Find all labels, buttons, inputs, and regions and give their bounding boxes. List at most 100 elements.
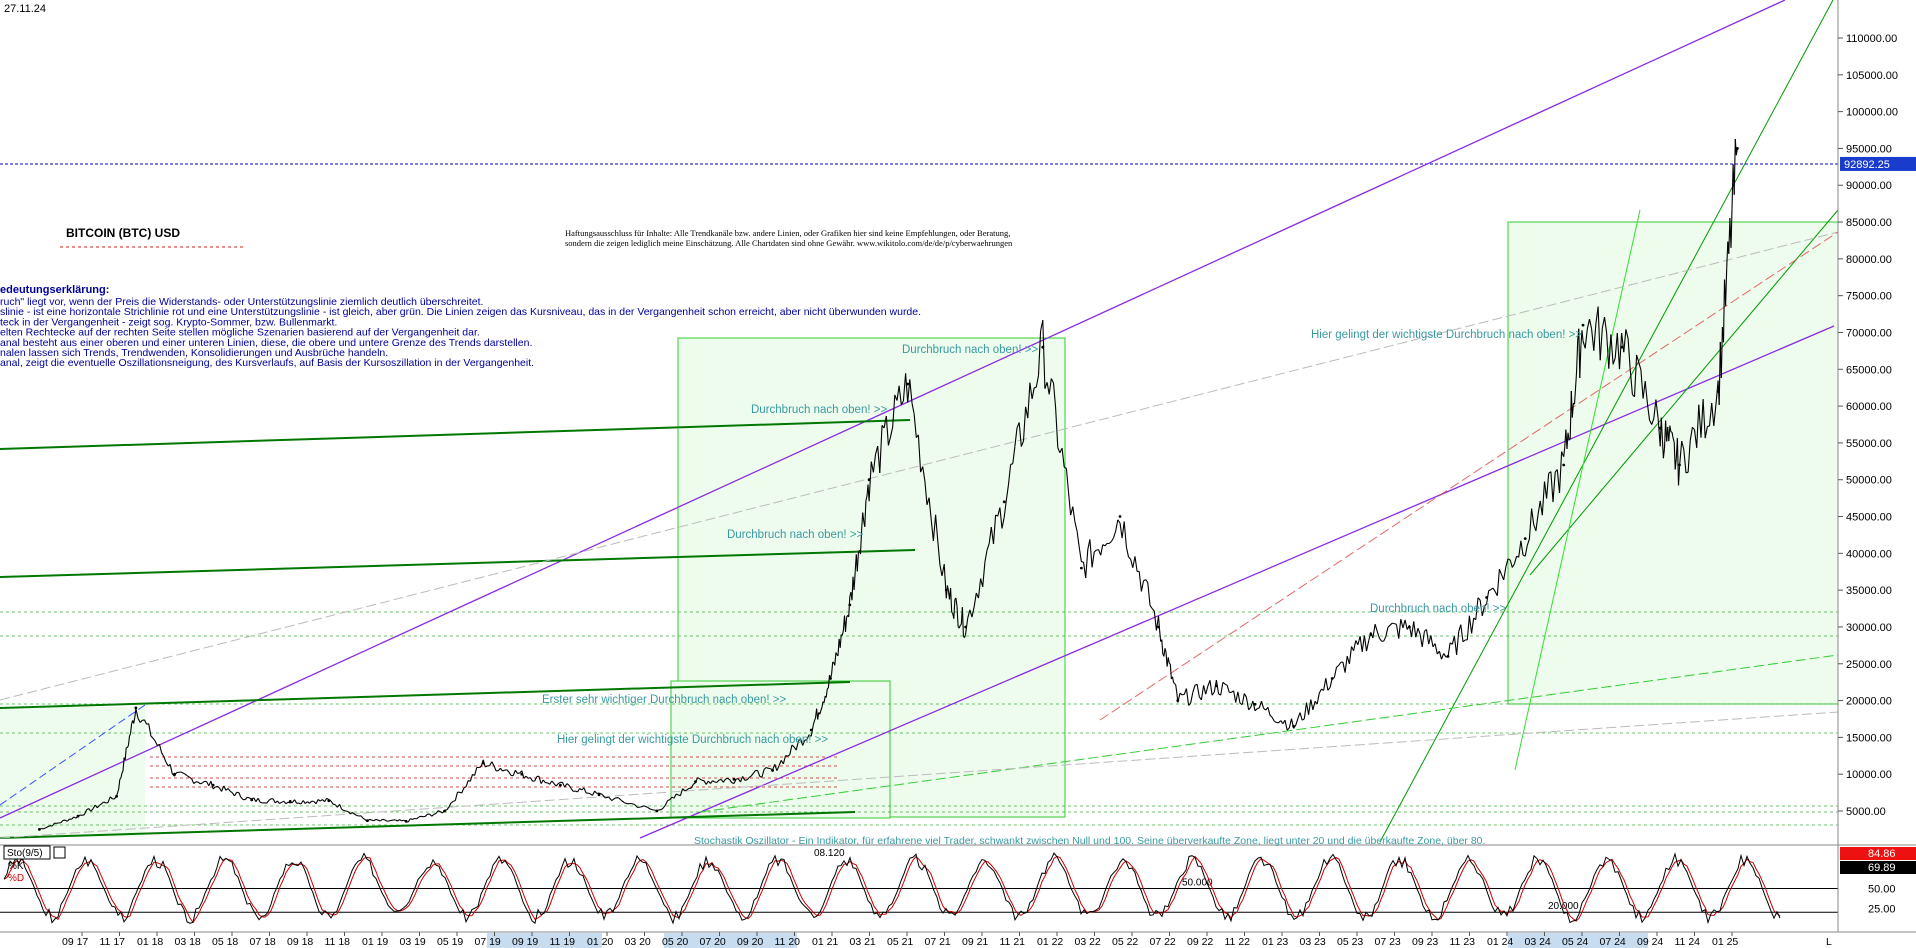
y-tick-label: 5000.00: [1846, 806, 1886, 818]
price-segment: [315, 799, 319, 804]
price-segment: [1488, 589, 1492, 592]
price-segment: [424, 813, 428, 817]
price-point: [694, 780, 697, 783]
price-segment: [119, 777, 122, 780]
price-segment: [354, 813, 357, 816]
osc-label: Sto(9/5): [7, 848, 43, 859]
price-segment: [799, 738, 804, 746]
price-segment: [1378, 637, 1382, 642]
price-segment: [821, 701, 824, 708]
price-segment: [1333, 667, 1338, 678]
price-segment: [418, 815, 422, 818]
x-end-label: L: [1826, 936, 1832, 948]
price-segment: [454, 791, 459, 801]
price-segment: [716, 779, 720, 783]
price-segment: [566, 783, 570, 786]
price-segment: [161, 752, 165, 757]
price-segment: [304, 801, 308, 804]
price-segment: [813, 717, 817, 722]
price-segment: [1252, 700, 1256, 711]
price-segment: [1586, 318, 1591, 330]
price-segment: [1312, 701, 1316, 711]
price-segment: [1460, 624, 1464, 642]
price-segment: [1616, 333, 1621, 370]
price-segment: [169, 764, 173, 775]
price-segment: [1226, 685, 1230, 693]
price-segment: [1301, 718, 1305, 721]
price-segment: [1462, 639, 1466, 643]
price-segment: [1108, 541, 1112, 544]
long-gray-dash-2: [0, 711, 1839, 839]
price-segment: [1171, 676, 1175, 683]
price-segment: [1498, 568, 1503, 576]
price-segment: [864, 500, 867, 527]
price-segment: [317, 799, 321, 802]
price-segment: [961, 607, 964, 637]
price-segment: [1676, 438, 1680, 486]
y-tick-label: 70000.00: [1846, 327, 1892, 339]
price-point: [327, 799, 331, 803]
price-segment: [1196, 684, 1200, 697]
price-segment: [257, 798, 261, 803]
price-point: [771, 769, 774, 772]
price-segment: [789, 744, 793, 755]
osc-k-value: 84.86: [1868, 848, 1896, 860]
price-segment: [684, 789, 688, 792]
price-segment: [686, 787, 690, 791]
price-segment: [94, 804, 98, 809]
price-segment: [1072, 506, 1076, 522]
price-segment: [1119, 522, 1123, 539]
price-segment: [1168, 662, 1171, 665]
price-segment: [1425, 629, 1430, 645]
price-segment: [1601, 316, 1606, 329]
price-segment: [1034, 386, 1037, 389]
price-segment: [1303, 702, 1308, 719]
price-segment: [1082, 561, 1087, 579]
price-point: [1736, 147, 1739, 150]
price-segment: [1674, 458, 1677, 470]
price-segment: [1209, 680, 1213, 696]
price-segment: [474, 767, 478, 776]
price-segment: [1677, 466, 1681, 486]
price-segment: [699, 778, 703, 781]
price-segment: [1243, 693, 1247, 698]
chart-date: 27.11.24: [4, 3, 46, 15]
price-segment: [1254, 708, 1258, 712]
x-tick-label: 01 23: [1262, 936, 1288, 948]
price-segment: [154, 740, 158, 746]
price-segment: [870, 461, 874, 473]
price-segment: [1284, 719, 1288, 731]
price-point: [404, 819, 408, 823]
price-segment: [1722, 279, 1726, 343]
price-segment: [1571, 403, 1574, 418]
price-point: [1253, 702, 1257, 706]
price-segment: [416, 816, 420, 820]
price-segment: [911, 402, 915, 414]
price-segment: [577, 788, 581, 793]
price-segment: [992, 514, 997, 544]
price-segment: [1260, 701, 1265, 709]
price-segment: [298, 802, 302, 805]
legend-line: anal, zeigt die eventuelle Oszillationsn…: [0, 357, 534, 369]
price-segment: [877, 445, 881, 473]
price-point: [1620, 345, 1623, 349]
price-point: [906, 382, 910, 386]
x-tick-label: 09 20: [737, 936, 763, 948]
y-tick-label: 10000.00: [1846, 769, 1892, 781]
price-point: [443, 809, 446, 813]
price-segment: [122, 757, 125, 771]
price-point: [1292, 724, 1295, 728]
price-segment: [1421, 631, 1425, 647]
osc-expand-button[interactable]: [53, 846, 66, 859]
price-segment: [279, 801, 282, 804]
price-segment: [276, 800, 280, 804]
y-tick-label: 65000.00: [1846, 364, 1892, 376]
price-segment: [1297, 712, 1301, 719]
price-segment: [746, 777, 750, 781]
price-segment: [469, 774, 474, 782]
price-segment: [802, 739, 806, 746]
price-segment: [1524, 545, 1528, 557]
price-segment: [963, 634, 967, 638]
price-segment: [761, 769, 765, 778]
